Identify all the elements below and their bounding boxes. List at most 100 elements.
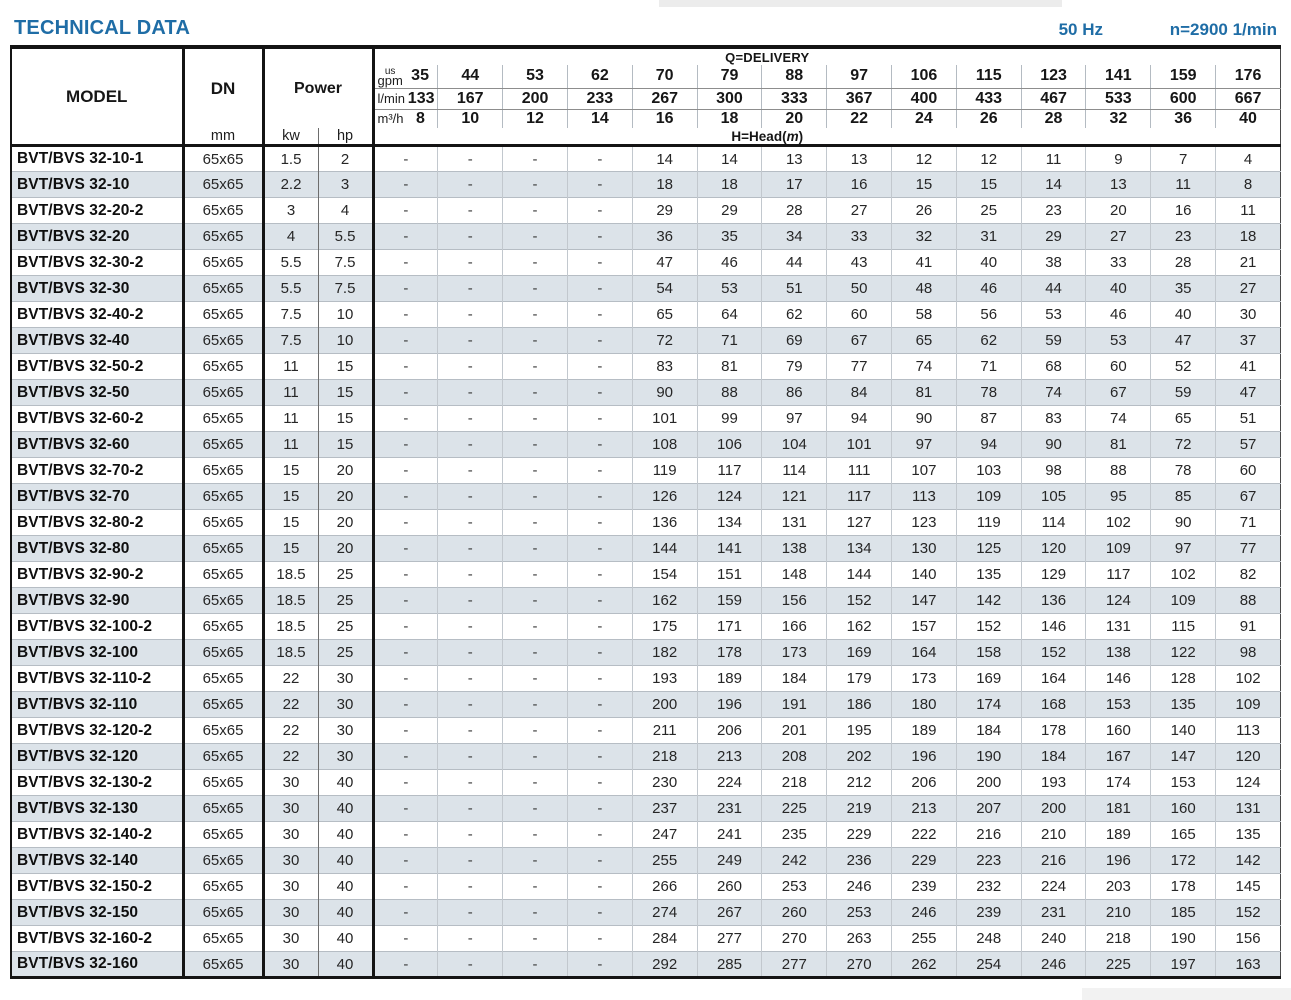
dn-cell: 65x65: [183, 405, 265, 432]
head-value-cell: 90: [891, 405, 957, 432]
m3h-value-cell: 18: [696, 109, 762, 128]
head-value-cell: 169: [955, 665, 1022, 692]
gpm-value-cell: 141: [1085, 65, 1151, 89]
head-value-cell: -: [566, 769, 633, 796]
head-value-cell: 71: [955, 353, 1022, 380]
model-cell: BVT/BVS 32-50: [11, 379, 185, 406]
head-value-cell: 153: [1085, 691, 1151, 718]
head-value-cell: 158: [955, 639, 1022, 666]
m3h-value-cell: 24: [891, 109, 957, 128]
hp-cell: 25: [318, 639, 375, 666]
table-row: BVT/BVS 32-100-2 65x65 18.5 25- - - -175 171 166…: [11, 613, 1281, 640]
head-value-cell: 102: [1215, 665, 1281, 692]
gpm-value-cell: 159: [1150, 65, 1216, 89]
head-value-cell: 71: [1215, 509, 1281, 536]
head-value-cell: 27: [826, 197, 892, 224]
head-value-cell: -: [566, 665, 633, 692]
head-value-cell: 249: [696, 847, 762, 874]
head-value-cell: -: [566, 873, 633, 900]
head-value-cell: 31: [955, 223, 1022, 250]
head-value-cell: 247: [631, 821, 698, 848]
dn-cell: 65x65: [183, 873, 265, 900]
hp-cell: 20: [318, 483, 375, 510]
head-value-cell: -: [502, 613, 568, 640]
head-value-cell: -: [437, 769, 503, 796]
head-value-cell: 122: [1150, 639, 1216, 666]
head-value-cell: 239: [891, 873, 957, 900]
head-value-cell: 152: [826, 587, 892, 614]
head-value-cell: 159: [696, 587, 762, 614]
head-value-cell: -: [437, 873, 503, 900]
head-value-cell: -: [502, 847, 568, 874]
head-value-cell: 131: [761, 509, 827, 536]
head-value-cell: 77: [1215, 535, 1281, 562]
head-value-cell: 240: [1020, 925, 1086, 952]
head-value-cell: -: [437, 587, 503, 614]
head-value-cell: 50: [826, 275, 892, 302]
head-value-cell: 148: [761, 561, 827, 588]
head-value-cell: -: [502, 405, 568, 432]
head-value-cell: 74: [891, 353, 957, 380]
head-value-cell: -: [373, 873, 438, 900]
head-value-cell: 8: [1215, 171, 1281, 198]
head-value-cell: -: [437, 847, 503, 874]
head-value-cell: -: [373, 275, 438, 302]
head-value-cell: 277: [761, 951, 827, 978]
head-value-cell: 218: [761, 769, 827, 796]
head-value-cell: 140: [1150, 717, 1216, 744]
model-cell: BVT/BVS 32-130: [11, 795, 185, 822]
hp-cell: 3: [318, 171, 375, 198]
hp-cell: 20: [318, 457, 375, 484]
head-value-cell: 14: [1020, 171, 1086, 198]
model-cell: BVT/BVS 32-90-2: [11, 561, 185, 588]
head-value-cell: 86: [761, 379, 827, 406]
head-value-cell: -: [502, 457, 568, 484]
head-value-cell: 210: [1085, 899, 1151, 926]
m3h-value-cell: 22: [826, 109, 892, 128]
head-value-cell: -: [373, 717, 438, 744]
head-value-cell: -: [437, 899, 503, 926]
head-value-cell: 67: [1085, 379, 1151, 406]
model-cell: BVT/BVS 32-60-2: [11, 405, 185, 432]
table-row: BVT/BVS 32-20 65x65 4 5.5- - - -36 35 34 33 32 31 29…: [11, 223, 1281, 250]
head-value-cell: 253: [826, 899, 892, 926]
head-value-cell: 242: [761, 847, 827, 874]
head-value-cell: 147: [1150, 743, 1216, 770]
head-value-cell: -: [502, 483, 568, 510]
dn-cell: 65x65: [183, 717, 265, 744]
head-value-cell: -: [502, 951, 568, 978]
head-value-cell: 120: [1020, 535, 1086, 562]
head-value-cell: 119: [955, 509, 1022, 536]
head-value-cell: 254: [955, 951, 1022, 978]
hp-cell: 15: [318, 379, 375, 406]
hp-cell: 30: [318, 717, 375, 744]
lmin-value-cell: 667: [1215, 88, 1281, 110]
head-value-cell: -: [437, 639, 503, 666]
head-value-cell: -: [566, 509, 633, 536]
head-value-cell: 230: [631, 769, 698, 796]
head-value-cell: 246: [1020, 951, 1086, 978]
table-row: BVT/BVS 32-120 65x65 22 30- - - -218 213 208 202 1…: [11, 743, 1281, 770]
head-value-cell: -: [566, 483, 633, 510]
head-value-cell: 178: [1020, 717, 1086, 744]
table-row: BVT/BVS 32-160 65x65 30 40- - - -292 285 277 270 2…: [11, 951, 1281, 978]
head-value-cell: 119: [631, 457, 698, 484]
model-cell: BVT/BVS 32-70: [11, 483, 185, 510]
dn-cell: 65x65: [183, 899, 265, 926]
head-value-cell: -: [373, 925, 438, 952]
dn-cell: 65x65: [183, 509, 265, 536]
head-value-cell: -: [437, 249, 503, 276]
head-value-cell: 131: [1215, 795, 1281, 822]
head-value-cell: 181: [1085, 795, 1151, 822]
model-cell: BVT/BVS 32-130-2: [11, 769, 185, 796]
kw-cell: 1.5: [263, 145, 319, 172]
head-value-cell: 51: [1215, 405, 1281, 432]
head-value-cell: -: [502, 561, 568, 588]
head-value-cell: 186: [826, 691, 892, 718]
kw-cell: 11: [263, 431, 319, 458]
gpm-value-cell: 88: [761, 65, 827, 89]
head-value-cell: -: [502, 587, 568, 614]
table-row: BVT/BVS 32-50-2 65x65 11 15- - - -83 81 79 77 74 71…: [11, 353, 1281, 380]
head-value-cell: 124: [1215, 769, 1281, 796]
head-value-cell: 142: [955, 587, 1022, 614]
